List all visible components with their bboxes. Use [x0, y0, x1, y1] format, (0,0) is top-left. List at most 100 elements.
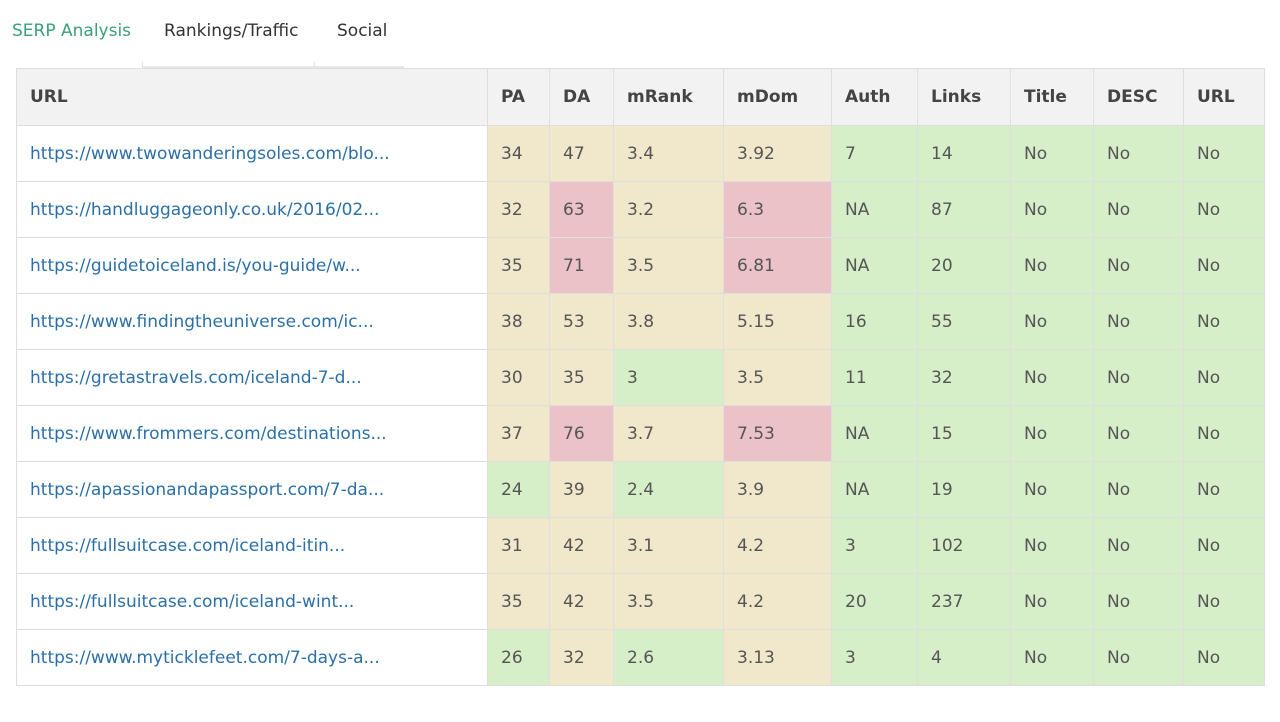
- cell-title: No: [1010, 293, 1094, 350]
- cell-links: 4: [917, 629, 1011, 686]
- cell-pa: 38: [487, 293, 550, 350]
- cell-url-match: No: [1183, 573, 1265, 630]
- cell-links: 55: [917, 293, 1011, 350]
- cell-mdom: 7.53: [723, 405, 832, 462]
- cell-pa: 24: [487, 461, 550, 518]
- cell-auth: 3: [831, 517, 918, 574]
- cell-links: 14: [917, 125, 1011, 182]
- cell-mrank: 3.5: [613, 573, 724, 630]
- cell-auth: NA: [831, 237, 918, 294]
- cell-title: No: [1010, 405, 1094, 462]
- cell-auth: NA: [831, 461, 918, 518]
- column-header-url-match[interactable]: URL: [1183, 68, 1265, 126]
- cell-desc: No: [1093, 629, 1184, 686]
- cell-desc: No: [1093, 461, 1184, 518]
- cell-url-match: No: [1183, 517, 1265, 574]
- cell-pa: 35: [487, 237, 550, 294]
- result-url-link[interactable]: https://www.twowanderingsoles.com/blo...: [30, 143, 390, 164]
- column-header-mdom[interactable]: mDom: [723, 68, 832, 126]
- result-url-link[interactable]: https://www.findingtheuniverse.com/ic...: [30, 311, 374, 332]
- cell-desc: No: [1093, 125, 1184, 182]
- tab-bar: SERP Analysis Rankings/Traffic Social: [0, 0, 410, 68]
- cell-mrank: 3.4: [613, 125, 724, 182]
- column-header-da[interactable]: DA: [549, 68, 614, 126]
- cell-auth: NA: [831, 181, 918, 238]
- cell-pa: 37: [487, 405, 550, 462]
- cell-da: 32: [549, 629, 614, 686]
- cell-da: 63: [549, 181, 614, 238]
- tab-divider: [314, 62, 315, 68]
- serp-table-container: URL PA DA mRank mDom Auth Links Title DE…: [16, 68, 1265, 686]
- tab-underline: [142, 66, 314, 68]
- cell-auth: 7: [831, 125, 918, 182]
- cell-url: https://handluggageonly.co.uk/2016/02...: [16, 181, 488, 238]
- table-row: https://fullsuitcase.com/iceland-itin...…: [16, 517, 1265, 574]
- cell-pa: 26: [487, 629, 550, 686]
- cell-da: 76: [549, 405, 614, 462]
- cell-mdom: 4.2: [723, 573, 832, 630]
- cell-mrank: 3.8: [613, 293, 724, 350]
- cell-pa: 30: [487, 349, 550, 406]
- cell-da: 71: [549, 237, 614, 294]
- cell-url-match: No: [1183, 349, 1265, 406]
- result-url-link[interactable]: https://www.frommers.com/destinations...: [30, 423, 387, 444]
- cell-mdom: 6.3: [723, 181, 832, 238]
- table-row: https://www.myticklefeet.com/7-days-a...…: [16, 629, 1265, 686]
- cell-title: No: [1010, 573, 1094, 630]
- column-header-auth[interactable]: Auth: [831, 68, 918, 126]
- cell-mdom: 3.13: [723, 629, 832, 686]
- cell-url: https://gretastravels.com/iceland-7-d...: [16, 349, 488, 406]
- cell-title: No: [1010, 125, 1094, 182]
- cell-desc: No: [1093, 405, 1184, 462]
- cell-desc: No: [1093, 349, 1184, 406]
- cell-links: 32: [917, 349, 1011, 406]
- cell-title: No: [1010, 349, 1094, 406]
- cell-url: https://apassionandapassport.com/7-da...: [16, 461, 488, 518]
- result-url-link[interactable]: https://www.myticklefeet.com/7-days-a...: [30, 647, 380, 668]
- column-header-mrank[interactable]: mRank: [613, 68, 724, 126]
- cell-da: 39: [549, 461, 614, 518]
- result-url-link[interactable]: https://fullsuitcase.com/iceland-wint...: [30, 591, 355, 612]
- result-url-link[interactable]: https://apassionandapassport.com/7-da...: [30, 479, 385, 500]
- cell-url-match: No: [1183, 405, 1265, 462]
- column-header-url[interactable]: URL: [16, 68, 488, 126]
- cell-pa: 31: [487, 517, 550, 574]
- cell-mrank: 2.4: [613, 461, 724, 518]
- column-header-links[interactable]: Links: [917, 68, 1011, 126]
- table-row: https://www.findingtheuniverse.com/ic...…: [16, 293, 1265, 350]
- cell-mrank: 3.5: [613, 237, 724, 294]
- tab-rankings-traffic[interactable]: Rankings/Traffic: [164, 21, 299, 41]
- cell-links: 87: [917, 181, 1011, 238]
- cell-url-match: No: [1183, 293, 1265, 350]
- cell-links: 15: [917, 405, 1011, 462]
- cell-url-match: No: [1183, 237, 1265, 294]
- tab-serp-analysis[interactable]: SERP Analysis: [12, 21, 132, 41]
- cell-auth: 3: [831, 629, 918, 686]
- table-row: https://www.frommers.com/destinations...…: [16, 405, 1265, 462]
- cell-mrank: 3.1: [613, 517, 724, 574]
- cell-title: No: [1010, 517, 1094, 574]
- cell-mdom: 3.5: [723, 349, 832, 406]
- column-header-desc[interactable]: DESC: [1093, 68, 1184, 126]
- cell-mrank: 2.6: [613, 629, 724, 686]
- cell-url: https://www.twowanderingsoles.com/blo...: [16, 125, 488, 182]
- cell-desc: No: [1093, 573, 1184, 630]
- cell-url: https://www.frommers.com/destinations...: [16, 405, 488, 462]
- cell-url-match: No: [1183, 125, 1265, 182]
- tab-social[interactable]: Social: [337, 21, 388, 41]
- cell-url: https://fullsuitcase.com/iceland-itin...: [16, 517, 488, 574]
- cell-url: https://guidetoiceland.is/you-guide/w...: [16, 237, 488, 294]
- cell-desc: No: [1093, 237, 1184, 294]
- column-header-title[interactable]: Title: [1010, 68, 1094, 126]
- result-url-link[interactable]: https://fullsuitcase.com/iceland-itin...: [30, 535, 346, 556]
- table-row: https://handluggageonly.co.uk/2016/02...…: [16, 181, 1265, 238]
- cell-auth: 11: [831, 349, 918, 406]
- result-url-link[interactable]: https://gretastravels.com/iceland-7-d...: [30, 367, 362, 388]
- cell-mrank: 3.2: [613, 181, 724, 238]
- column-header-pa[interactable]: PA: [487, 68, 550, 126]
- result-url-link[interactable]: https://handluggageonly.co.uk/2016/02...: [30, 199, 380, 220]
- cell-mrank: 3: [613, 349, 724, 406]
- cell-title: No: [1010, 237, 1094, 294]
- table-row: https://guidetoiceland.is/you-guide/w...…: [16, 237, 1265, 294]
- result-url-link[interactable]: https://guidetoiceland.is/you-guide/w...: [30, 255, 361, 276]
